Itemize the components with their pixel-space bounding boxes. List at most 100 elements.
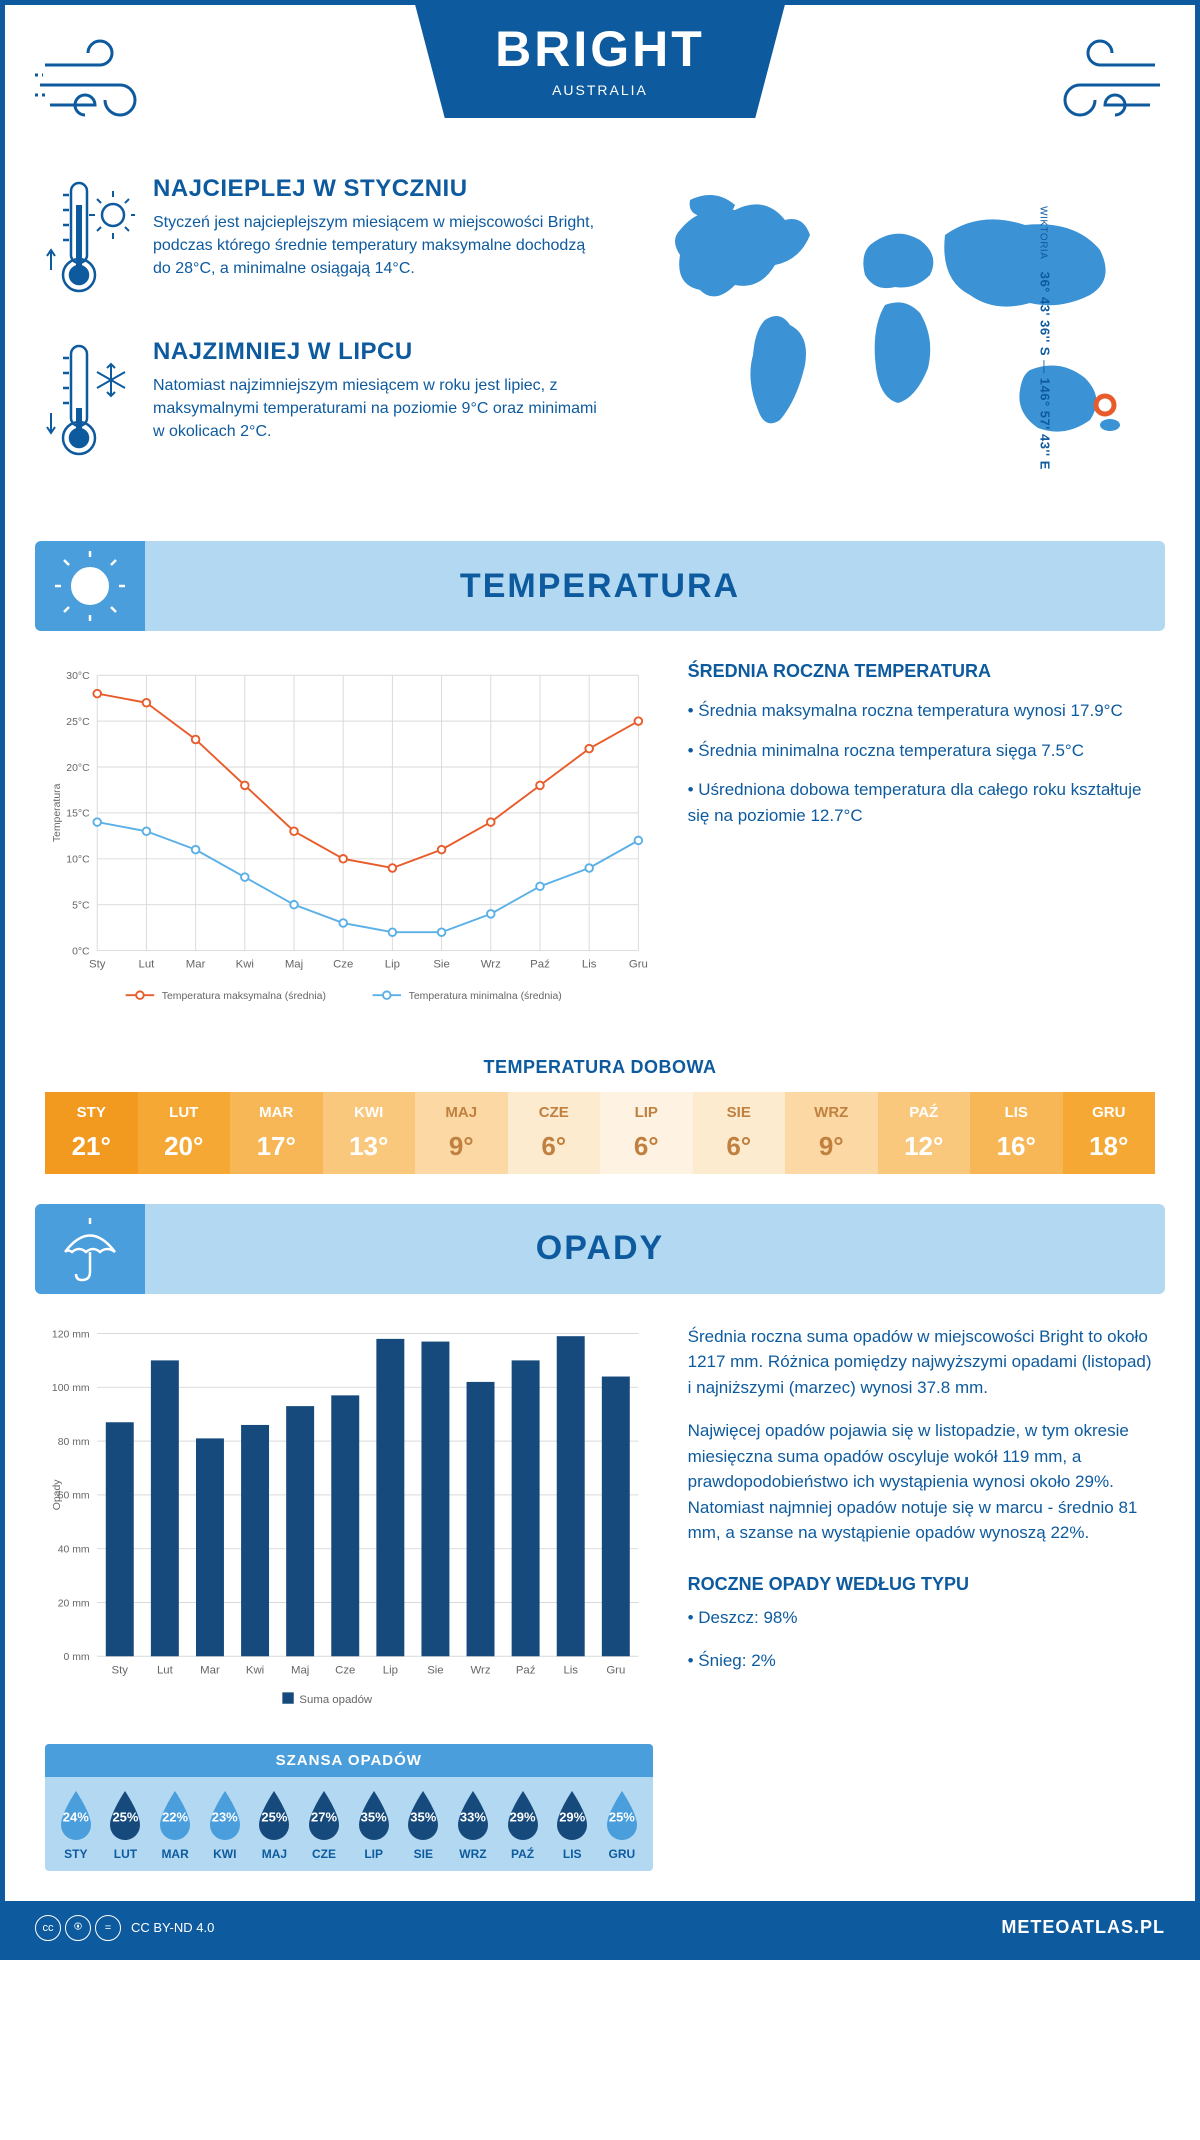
fact-cold-title: NAJZIMNIEJ W LIPCU bbox=[153, 338, 605, 366]
thermometer-hot-icon bbox=[45, 175, 135, 310]
temp-stat-2: • Średnia minimalna roczna temperatura s… bbox=[688, 738, 1155, 764]
chance-box: SZANSA OPADÓW 24%STY25%LUT22%MAR23%KWI25… bbox=[45, 1744, 653, 1871]
heat-cell: MAJ9° bbox=[415, 1092, 508, 1174]
chance-drop: 22%MAR bbox=[150, 1789, 200, 1861]
heat-cell: STY21° bbox=[45, 1092, 138, 1174]
precip-bar-chart: 0 mm20 mm40 mm60 mm80 mm100 mm120 mmStyL… bbox=[45, 1324, 653, 1871]
chance-drop: 33%WRZ bbox=[448, 1789, 498, 1861]
section-header-precip: OPADY bbox=[35, 1204, 1165, 1294]
precip-stats: Średnia roczna suma opadów w miejscowośc… bbox=[688, 1324, 1155, 1871]
by-icon: 🅯 bbox=[65, 1915, 91, 1941]
svg-text:Gru: Gru bbox=[606, 1664, 625, 1676]
svg-text:Sty: Sty bbox=[89, 959, 106, 971]
chance-drop: 35%SIE bbox=[398, 1789, 448, 1861]
location-marker bbox=[1096, 396, 1114, 414]
svg-text:Lut: Lut bbox=[157, 1664, 174, 1676]
svg-text:Lut: Lut bbox=[138, 959, 155, 971]
daily-temp-title: TEMPERATURA DOBOWA bbox=[5, 1057, 1195, 1078]
svg-text:Sty: Sty bbox=[112, 1664, 129, 1676]
temp-stats-title: ŚREDNIA ROCZNA TEMPERATURA bbox=[688, 661, 1155, 682]
svg-text:80 mm: 80 mm bbox=[58, 1437, 90, 1448]
site-name: METEOATLAS.PL bbox=[1001, 1917, 1165, 1938]
temperature-line-chart: 0°C5°C10°C15°C20°C25°C30°CStyLutMarKwiMa… bbox=[45, 661, 653, 1027]
license-text: CC BY-ND 4.0 bbox=[131, 1920, 214, 1935]
svg-text:25°C: 25°C bbox=[66, 717, 90, 728]
chance-drop: 35%LIP bbox=[349, 1789, 399, 1861]
heat-cell: MAR17° bbox=[230, 1092, 323, 1174]
cc-icon: cc bbox=[35, 1915, 61, 1941]
heat-cell: KWI13° bbox=[323, 1092, 416, 1174]
thermometer-cold-icon bbox=[45, 338, 135, 473]
city-name: BRIGHT bbox=[495, 20, 705, 78]
svg-text:Mar: Mar bbox=[186, 959, 206, 971]
svg-text:Wrz: Wrz bbox=[471, 1664, 491, 1676]
chance-drop: 29%PAŹ bbox=[498, 1789, 548, 1861]
svg-text:15°C: 15°C bbox=[66, 809, 90, 820]
temp-stat-1: • Średnia maksymalna roczna temperatura … bbox=[688, 698, 1155, 724]
svg-text:0°C: 0°C bbox=[72, 946, 90, 957]
heat-cell: LIP6° bbox=[600, 1092, 693, 1174]
svg-text:5°C: 5°C bbox=[72, 900, 90, 911]
svg-text:Temperatura maksymalna (średni: Temperatura maksymalna (średnia) bbox=[162, 991, 326, 1002]
section-title-precip: OPADY bbox=[536, 1229, 664, 1268]
heat-cell: LUT20° bbox=[138, 1092, 231, 1174]
umbrella-icon bbox=[35, 1204, 145, 1294]
heat-cell: CZE6° bbox=[508, 1092, 601, 1174]
section-title-temp: TEMPERATURA bbox=[460, 567, 740, 606]
chance-title: SZANSA OPADÓW bbox=[45, 1744, 653, 1777]
svg-text:Suma opadów: Suma opadów bbox=[299, 1694, 373, 1706]
svg-text:Sie: Sie bbox=[427, 1664, 443, 1676]
intro-facts: NAJCIEPLEJ W STYCZNIU Styczeń jest najci… bbox=[45, 175, 605, 501]
svg-text:Maj: Maj bbox=[291, 1664, 309, 1676]
svg-text:Lis: Lis bbox=[563, 1664, 578, 1676]
nd-icon: = bbox=[95, 1915, 121, 1941]
heat-cell: WRZ9° bbox=[785, 1092, 878, 1174]
svg-text:Lip: Lip bbox=[383, 1664, 398, 1676]
header: BRIGHT AUSTRALIA bbox=[5, 5, 1195, 155]
heat-cell: LIS16° bbox=[970, 1092, 1063, 1174]
wind-icon-right bbox=[1025, 35, 1165, 135]
fact-cold-text: Natomiast najzimniejszym miesiącem w rok… bbox=[153, 374, 605, 444]
svg-text:Lis: Lis bbox=[582, 959, 597, 971]
title-ribbon: BRIGHT AUSTRALIA bbox=[415, 5, 785, 118]
svg-text:100 mm: 100 mm bbox=[52, 1383, 90, 1394]
svg-text:Maj: Maj bbox=[285, 959, 303, 971]
sun-icon bbox=[35, 541, 145, 631]
wind-icon-left bbox=[35, 35, 175, 135]
footer: cc 🅯 = CC BY-ND 4.0 METEOATLAS.PL bbox=[5, 1901, 1195, 1955]
svg-text:Paź: Paź bbox=[530, 959, 550, 971]
svg-text:120 mm: 120 mm bbox=[52, 1329, 90, 1340]
svg-text:10°C: 10°C bbox=[66, 855, 90, 866]
fact-hottest: NAJCIEPLEJ W STYCZNIU Styczeń jest najci… bbox=[45, 175, 605, 310]
infographic-container: BRIGHT AUSTRALIA bbox=[0, 0, 1200, 1960]
svg-text:Kwi: Kwi bbox=[246, 1664, 264, 1676]
svg-text:20 mm: 20 mm bbox=[58, 1598, 90, 1609]
svg-text:Kwi: Kwi bbox=[236, 959, 254, 971]
svg-text:20°C: 20°C bbox=[66, 763, 90, 774]
country-name: AUSTRALIA bbox=[495, 82, 705, 98]
svg-text:Paź: Paź bbox=[516, 1664, 536, 1676]
svg-text:Cze: Cze bbox=[335, 1664, 355, 1676]
intro-section: NAJCIEPLEJ W STYCZNIU Styczeń jest najci… bbox=[5, 155, 1195, 531]
heat-cell: PAŹ12° bbox=[878, 1092, 971, 1174]
svg-text:Opady: Opady bbox=[52, 1479, 63, 1511]
world-map bbox=[635, 175, 1155, 465]
chance-drop: 29%LIS bbox=[547, 1789, 597, 1861]
precip-type-title: ROCZNE OPADY WEDŁUG TYPU bbox=[688, 1574, 1155, 1595]
temperature-body: 0°C5°C10°C15°C20°C25°C30°CStyLutMarKwiMa… bbox=[5, 631, 1195, 1047]
precip-body: 0 mm20 mm40 mm60 mm80 mm100 mm120 mmStyL… bbox=[5, 1294, 1195, 1881]
daily-temp-heatbar: STY21°LUT20°MAR17°KWI13°MAJ9°CZE6°LIP6°S… bbox=[45, 1092, 1155, 1174]
coords: WIKTORIA 36° 43' 36'' S — 146° 57' 43'' … bbox=[1038, 206, 1053, 470]
svg-text:40 mm: 40 mm bbox=[58, 1544, 90, 1555]
svg-text:Lip: Lip bbox=[385, 959, 400, 971]
svg-text:Mar: Mar bbox=[200, 1664, 220, 1676]
chance-drop: 25%LUT bbox=[101, 1789, 151, 1861]
world-map-block: WIKTORIA 36° 43' 36'' S — 146° 57' 43'' … bbox=[635, 175, 1155, 501]
chance-drop: 24%STY bbox=[51, 1789, 101, 1861]
svg-text:Temperatura: Temperatura bbox=[52, 783, 63, 842]
svg-text:Cze: Cze bbox=[333, 959, 353, 971]
chance-drop: 23%KWI bbox=[200, 1789, 250, 1861]
fact-hot-title: NAJCIEPLEJ W STYCZNIU bbox=[153, 175, 605, 203]
svg-text:0 mm: 0 mm bbox=[64, 1652, 90, 1663]
svg-text:Gru: Gru bbox=[629, 959, 648, 971]
